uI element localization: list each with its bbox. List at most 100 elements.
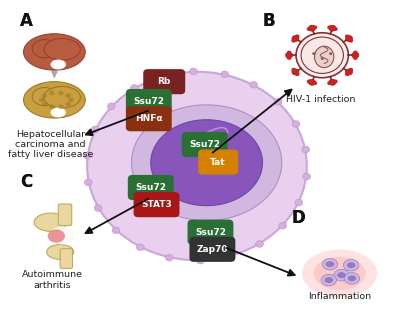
Circle shape <box>313 81 317 85</box>
Circle shape <box>345 72 350 76</box>
Text: Rb: Rb <box>158 77 171 86</box>
Text: Tat: Tat <box>210 157 226 167</box>
Circle shape <box>58 91 64 95</box>
Circle shape <box>49 91 54 95</box>
FancyBboxPatch shape <box>198 149 238 175</box>
Circle shape <box>329 25 336 31</box>
Ellipse shape <box>32 87 57 106</box>
Circle shape <box>84 152 91 159</box>
Text: B: B <box>262 12 275 30</box>
Ellipse shape <box>24 34 85 70</box>
Text: D: D <box>292 209 305 227</box>
Circle shape <box>130 85 138 91</box>
FancyBboxPatch shape <box>190 237 235 262</box>
Text: Ssu72: Ssu72 <box>135 183 166 192</box>
Circle shape <box>58 105 64 109</box>
Circle shape <box>291 68 296 72</box>
Circle shape <box>321 57 324 60</box>
Ellipse shape <box>87 72 307 260</box>
Ellipse shape <box>314 257 366 290</box>
Circle shape <box>348 39 353 42</box>
Text: C: C <box>20 173 32 191</box>
Ellipse shape <box>314 46 334 68</box>
Circle shape <box>66 93 71 98</box>
Circle shape <box>91 126 99 133</box>
Circle shape <box>221 71 228 78</box>
Ellipse shape <box>151 120 262 206</box>
Circle shape <box>292 69 299 75</box>
Circle shape <box>295 199 303 206</box>
Circle shape <box>136 244 144 251</box>
Circle shape <box>166 254 173 261</box>
Circle shape <box>295 35 300 39</box>
Circle shape <box>296 33 348 78</box>
Circle shape <box>308 79 316 85</box>
Ellipse shape <box>132 105 282 220</box>
Circle shape <box>39 98 44 102</box>
Circle shape <box>346 36 352 42</box>
Circle shape <box>287 56 292 60</box>
Ellipse shape <box>321 274 336 286</box>
Circle shape <box>348 68 353 72</box>
Circle shape <box>307 27 311 31</box>
Circle shape <box>312 52 315 55</box>
Text: Zap70: Zap70 <box>197 245 228 254</box>
Circle shape <box>345 35 350 39</box>
Circle shape <box>42 102 47 107</box>
Text: HIV-1 infection: HIV-1 infection <box>286 95 355 104</box>
Text: C: C <box>20 173 32 191</box>
Text: B: B <box>262 12 275 30</box>
Circle shape <box>197 257 204 264</box>
Text: Ssu72: Ssu72 <box>195 228 226 237</box>
FancyBboxPatch shape <box>58 204 72 225</box>
Text: Ssu72: Ssu72 <box>133 97 164 106</box>
Circle shape <box>308 25 316 31</box>
Text: Inflammation: Inflammation <box>308 292 371 301</box>
Ellipse shape <box>32 40 57 58</box>
Circle shape <box>49 105 54 109</box>
Ellipse shape <box>48 229 65 243</box>
Circle shape <box>295 72 300 76</box>
Text: HNFα: HNFα <box>135 114 163 123</box>
Text: D: D <box>292 209 305 227</box>
Circle shape <box>302 146 310 153</box>
FancyBboxPatch shape <box>126 89 172 114</box>
Circle shape <box>42 93 47 98</box>
FancyBboxPatch shape <box>134 192 180 217</box>
Ellipse shape <box>326 261 334 267</box>
Ellipse shape <box>344 259 359 271</box>
Circle shape <box>291 39 296 42</box>
Circle shape <box>292 121 300 127</box>
Ellipse shape <box>348 276 356 282</box>
Ellipse shape <box>50 108 66 118</box>
Ellipse shape <box>44 39 80 60</box>
FancyBboxPatch shape <box>126 106 172 131</box>
Circle shape <box>287 50 292 54</box>
Circle shape <box>329 52 332 55</box>
Circle shape <box>353 56 358 60</box>
Text: Hepatocellular
carcinoma and
fatty liver disease: Hepatocellular carcinoma and fatty liver… <box>8 129 93 159</box>
Circle shape <box>327 26 332 29</box>
Ellipse shape <box>50 226 75 245</box>
FancyBboxPatch shape <box>128 175 174 200</box>
Text: Ssu72: Ssu72 <box>189 140 220 149</box>
FancyBboxPatch shape <box>60 249 72 269</box>
Circle shape <box>68 98 74 102</box>
Circle shape <box>274 99 282 105</box>
Circle shape <box>327 81 332 85</box>
Circle shape <box>353 50 358 54</box>
Circle shape <box>301 37 344 73</box>
Ellipse shape <box>24 82 85 118</box>
Circle shape <box>66 102 71 107</box>
Text: STAT3: STAT3 <box>141 200 172 209</box>
Circle shape <box>228 253 235 259</box>
Ellipse shape <box>50 59 66 69</box>
Text: A: A <box>20 12 32 30</box>
Circle shape <box>108 103 115 110</box>
FancyBboxPatch shape <box>182 132 228 157</box>
Circle shape <box>292 36 299 42</box>
Ellipse shape <box>334 269 349 281</box>
Circle shape <box>94 205 102 211</box>
Ellipse shape <box>344 273 360 284</box>
Ellipse shape <box>44 87 80 108</box>
